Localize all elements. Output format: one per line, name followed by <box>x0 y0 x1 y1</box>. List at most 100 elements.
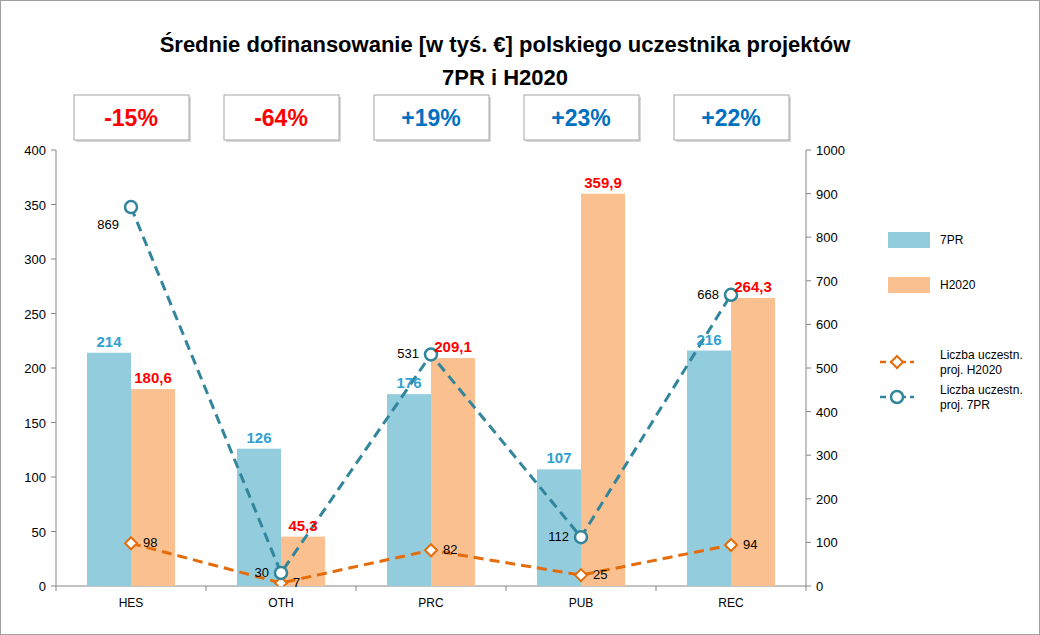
annotation-text: +23% <box>551 105 610 131</box>
bar <box>387 394 431 586</box>
y2-tick-label: 600 <box>816 317 838 332</box>
bar-label: 214 <box>96 333 122 350</box>
x-tick-label: PUB <box>569 596 594 610</box>
legend-label: H2020 <box>940 278 976 292</box>
y-tick <box>51 259 56 260</box>
title: 7PR i H2020 <box>442 65 568 90</box>
bar <box>237 449 281 586</box>
line-label: 869 <box>97 217 119 232</box>
data-labels: 214126176107216180,645,3209,1359,9264,39… <box>96 174 771 590</box>
x-tick <box>56 586 57 591</box>
legend: 7PRH2020Liczba uczestn.proj. H2020Liczba… <box>880 232 1023 412</box>
bar-label: 126 <box>246 429 271 446</box>
y-tick <box>51 150 56 151</box>
bar-label: 45,3 <box>288 517 317 534</box>
legend-label-line: proj. 7PR <box>940 398 990 412</box>
bar-label: 176 <box>396 374 421 391</box>
x-tick <box>806 586 807 591</box>
y2-tick <box>806 280 811 281</box>
line <box>131 207 731 573</box>
chart: Średnie dofinansowanie [w tyś. €] polski… <box>0 0 1040 635</box>
y2-tick <box>806 455 811 456</box>
line-label: 94 <box>743 537 757 552</box>
x-tick-label: REC <box>718 596 744 610</box>
y2-tick <box>806 237 811 238</box>
bar <box>731 298 775 586</box>
y2-tick-label: 900 <box>816 187 838 202</box>
x-tick <box>206 586 207 591</box>
y2-tick-label: 500 <box>816 361 838 376</box>
annotation-text: -15% <box>104 105 158 131</box>
bar <box>687 351 731 586</box>
y2-tick <box>806 586 811 587</box>
annotation-text: +22% <box>701 105 760 131</box>
x-tick-label: PRC <box>418 596 444 610</box>
y-tick <box>51 586 56 587</box>
line <box>131 543 731 583</box>
y2-tick-label: 200 <box>816 492 838 507</box>
y-tick <box>51 204 56 205</box>
bar <box>87 353 131 586</box>
bar-label: 264,3 <box>734 278 772 295</box>
legend-label: Liczba uczestn.proj. H2020 <box>940 348 1023 377</box>
y-tick-label: 250 <box>24 307 46 322</box>
y-tick-label: 300 <box>24 252 46 267</box>
legend-label-line: 7PR <box>940 233 964 247</box>
bar <box>581 194 625 586</box>
marker <box>125 201 137 213</box>
y-tick <box>51 313 56 314</box>
y2-tick-label: 700 <box>816 274 838 289</box>
bar-label: 180,6 <box>134 369 172 386</box>
line-label: 531 <box>397 346 419 361</box>
chart-frame <box>1 1 1040 635</box>
x-tick-label: HES <box>119 596 144 610</box>
y2-tick-label: 0 <box>816 579 823 594</box>
y-tick-label: 400 <box>24 143 46 158</box>
bar-label: 359,9 <box>584 174 622 191</box>
legend-label-line: Liczba uczestn. <box>940 348 1023 362</box>
annotation-box <box>74 95 189 140</box>
marks <box>87 194 775 586</box>
bar <box>131 389 175 586</box>
marker <box>425 544 437 556</box>
marker <box>575 531 587 543</box>
line-label: 82 <box>443 542 457 557</box>
annotation-text: -64% <box>254 105 308 131</box>
x-tick <box>356 586 357 591</box>
y2-tick <box>806 542 811 543</box>
marker <box>575 569 587 581</box>
annotation: +22% <box>674 95 791 142</box>
annotation-text: +19% <box>401 105 460 131</box>
line-label: 25 <box>593 567 607 582</box>
y-tick <box>51 477 56 478</box>
y2-tick-label: 800 <box>816 230 838 245</box>
bar-label: 107 <box>546 449 571 466</box>
annotation-box <box>674 95 789 140</box>
annotation: +23% <box>524 95 641 142</box>
marker <box>275 567 287 579</box>
y-tick-label: 150 <box>24 416 46 431</box>
y-tick-label: 350 <box>24 198 46 213</box>
line-label: 98 <box>143 535 157 550</box>
annotation: +19% <box>374 95 491 142</box>
y-tick-label: 200 <box>24 361 46 376</box>
legend-swatch <box>888 277 930 293</box>
line-label: 668 <box>697 287 719 302</box>
y2-tick <box>806 498 811 499</box>
annotation-box <box>524 95 639 140</box>
axes: 0501001502002503003504000100200300400500… <box>24 143 845 610</box>
annotation: -15% <box>74 95 191 142</box>
y2-tick <box>806 324 811 325</box>
legend-marker <box>891 356 903 368</box>
legend-label-line: proj. H2020 <box>940 363 1002 377</box>
legend-label-line: Liczba uczestn. <box>940 383 1023 397</box>
y2-tick <box>806 411 811 412</box>
y2-tick-label: 1000 <box>816 143 845 158</box>
y-tick <box>51 368 56 369</box>
y-tick <box>51 531 56 532</box>
line-label: 30 <box>255 565 269 580</box>
y2-tick-label: 400 <box>816 405 838 420</box>
x-tick <box>506 586 507 591</box>
marker <box>725 539 737 551</box>
x-tick-label: OTH <box>268 596 293 610</box>
